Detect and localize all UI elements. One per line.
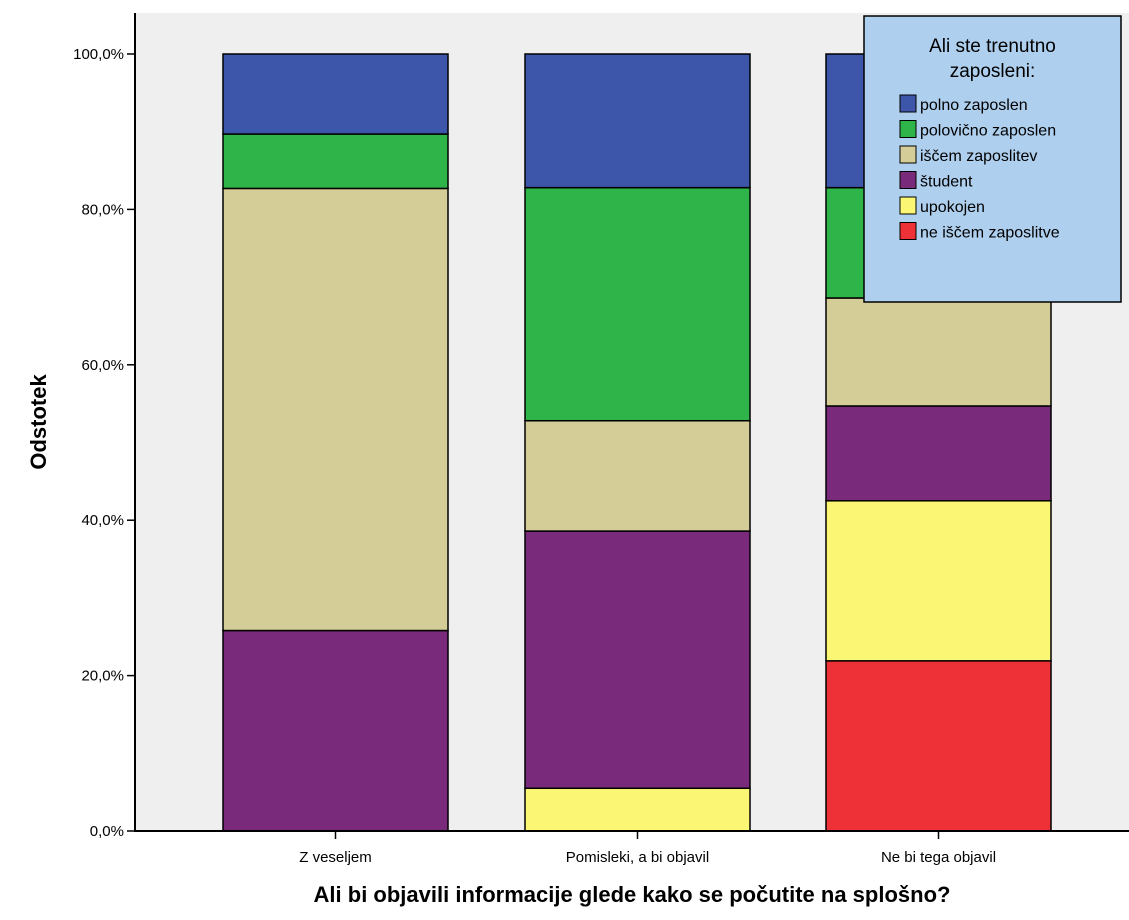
x-tick-label-ne-bi-tega-objavil: Ne bi tega objavil (881, 849, 996, 866)
y-axis-title: Odstotek (26, 374, 51, 470)
legend-swatch-iscem-zaposlitev (899, 145, 917, 164)
legend: Ali ste trenutno zaposleni: polno zaposlen… (863, 15, 1122, 303)
y-tick-label: 100,0% (73, 46, 124, 63)
x-tick-label-pomisleki-a-bi-objavil: Pomisleki, a bi objavil (566, 849, 709, 866)
y-tick-label: 0,0% (90, 823, 124, 840)
legend-label-iscem-zaposlitev: iščem zaposlitev (920, 148, 1037, 165)
bar-segment-polovicno-zaposlen-z-veseljem (222, 133, 449, 190)
bar-segment-iscem-zaposlitev-ne-bi-tega-objavil (825, 297, 1052, 407)
y-tick-label: 20,0% (81, 668, 124, 685)
legend-label-polovicno-zaposlen: polovično zaposlen (920, 123, 1056, 140)
bar-segment-iscem-zaposlitev-pomisleki-a-bi-objavil (524, 419, 751, 532)
legend-title-line: Ali ste trenutno (929, 36, 1056, 57)
bar-segment-student-ne-bi-tega-objavil (825, 405, 1052, 502)
bar-segment-polovicno-zaposlen-pomisleki-a-bi-objavil (524, 186, 751, 422)
bar-segment-ne-iscem-zaposlitve-ne-bi-tega-objavil (825, 660, 1052, 832)
y-tick-label: 60,0% (81, 357, 124, 374)
legend-swatch-upokojen (899, 196, 917, 215)
legend-label-upokojen: upokojen (920, 199, 985, 216)
x-tick-label-z-veseljem: Z veseljem (299, 849, 372, 866)
bar-segment-iscem-zaposlitev-z-veseljem (222, 187, 449, 632)
legend-label-student: študent (920, 174, 973, 191)
legend-swatch-student (899, 171, 917, 189)
y-tick-label: 40,0% (81, 512, 124, 529)
y-tick-label: 80,0% (81, 201, 124, 218)
legend-swatch-polno-zaposlen (899, 94, 917, 113)
bar-segment-upokojen-pomisleki-a-bi-objavil (524, 787, 751, 832)
legend-swatch-ne-iscem-zaposlitve (899, 222, 917, 240)
bar-segment-polno-zaposlen-pomisleki-a-bi-objavil (524, 53, 751, 189)
axes-layer: 0,0% 20,0% 40,0% 60,0% 80,0% 100,0% Z veseljem… (73, 13, 1129, 866)
legend-label-polno-zaposlen: polno zaposlen (920, 97, 1028, 114)
bar-segment-student-z-veseljem (222, 629, 449, 832)
x-axis-title: Ali bi objavili informacije glede kako s… (314, 882, 951, 907)
bar-segment-upokojen-ne-bi-tega-objavil (825, 500, 1052, 662)
legend-title-line: zaposleni: (950, 61, 1036, 82)
legend-swatch-polovicno-zaposlen (899, 120, 917, 138)
legend-label-ne-iscem-zaposlitve: ne iščem zaposlitve (920, 225, 1060, 242)
bar-segment-student-pomisleki-a-bi-objavil (524, 530, 751, 790)
bar-segment-polno-zaposlen-z-veseljem (222, 53, 449, 135)
